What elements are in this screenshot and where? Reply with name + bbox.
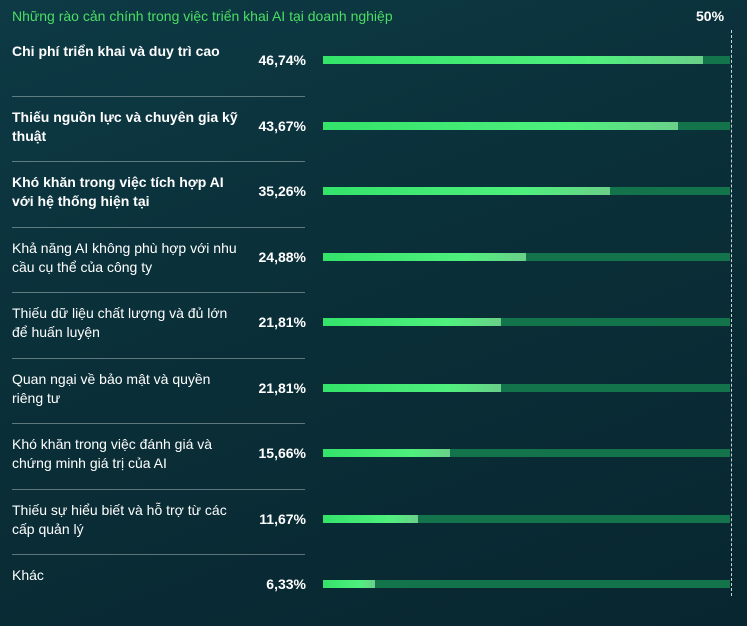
row-separator <box>12 423 305 424</box>
bar <box>323 121 679 130</box>
bar <box>323 318 501 326</box>
bar <box>323 449 451 457</box>
value-label: 46,74% <box>258 52 306 68</box>
max-reference-line <box>731 30 732 596</box>
bar-row: Khó khăn trong việc đánh giá và chứng mi… <box>0 429 747 495</box>
category-label: Quan ngại về bảo mật và quyền riêng tư <box>12 370 211 406</box>
bar-row: Thiếu dữ liệu chất lượng và đủ lớn để hu… <box>0 298 747 364</box>
category-label: Khó khăn trong việc đánh giá và chứng mi… <box>12 436 213 471</box>
category-label: Thiếu nguồn lực và chuyên gia kỹ thuật <box>12 108 238 144</box>
bar-track <box>323 383 730 392</box>
value-label: 35,26% <box>258 183 306 199</box>
row-separator <box>12 95 305 97</box>
row-separator <box>12 357 305 359</box>
bar-row: Khả năng AI không phù hợp với nhu cầu cụ… <box>0 233 747 299</box>
bar <box>323 56 704 64</box>
value-label: 11,67% <box>259 510 306 527</box>
bar-track <box>323 318 730 326</box>
category-label: Thiếu dữ liệu chất lượng và đủ lớn để hu… <box>12 305 228 340</box>
axis-max-label: 50% <box>696 8 725 24</box>
bar-track <box>323 449 730 457</box>
row-separator <box>12 554 305 555</box>
value-label: 6,33% <box>266 576 306 592</box>
bar-row: Quan ngại về bảo mật và quyền riêng tư 21… <box>0 364 747 430</box>
category-label: Khó khăn trong việc tích hợp AI với hệ t… <box>12 174 224 209</box>
bar-track <box>323 252 730 261</box>
category-label: Thiếu sự hiểu biết và hỗ trợ từ các cấp … <box>12 501 227 537</box>
bar-track <box>323 121 730 130</box>
value-label: 43,67% <box>258 117 306 134</box>
category-label: Khả năng AI không phù hợp với nhu cầu cụ… <box>12 239 237 275</box>
bar-track <box>323 580 730 588</box>
value-label: 15,66% <box>258 445 306 461</box>
bar-track <box>323 514 730 523</box>
row-separator <box>12 226 305 228</box>
row-separator <box>12 292 305 293</box>
bar-row: Chi phí triển khai và duy trì cao 46,74% <box>0 36 747 102</box>
bar <box>323 580 375 588</box>
bar-track <box>323 187 730 195</box>
value-label: 21,81% <box>258 379 306 396</box>
bar <box>323 252 526 261</box>
value-label: 21,81% <box>258 314 306 330</box>
bar <box>323 383 501 392</box>
bar-row: Thiếu nguồn lực và chuyên gia kỹ thuật 43… <box>0 102 747 168</box>
value-label: 24,88% <box>258 248 306 265</box>
category-label: Khác <box>12 567 44 583</box>
bar <box>323 514 418 523</box>
bar-row: Khác 6,33% <box>0 560 747 626</box>
bar-row: Thiếu sự hiểu biết và hỗ trợ từ các cấp … <box>0 495 747 561</box>
row-separator <box>12 488 305 490</box>
bar-row: Khó khăn trong việc tích hợp AI với hệ t… <box>0 167 747 233</box>
bar <box>323 187 611 195</box>
category-label: Chi phí triển khai và duy trì cao <box>12 43 220 59</box>
row-separator <box>12 161 305 162</box>
bar-track <box>323 56 730 64</box>
chart-title: Những rào cản chính trong việc triển kha… <box>12 8 393 24</box>
